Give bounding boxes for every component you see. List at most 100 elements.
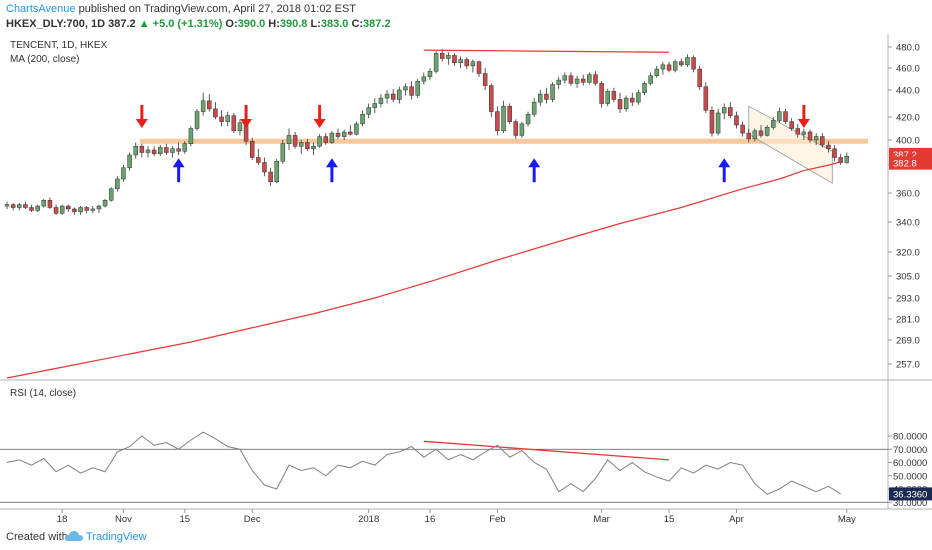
price-tick-label: 293.0 <box>896 294 920 305</box>
candle-body <box>41 200 47 207</box>
time-tick-label: 15 <box>664 514 675 524</box>
candle-body <box>593 74 598 84</box>
candle-body <box>397 89 402 100</box>
candle-body <box>145 149 151 153</box>
candle <box>415 79 420 99</box>
candle-body <box>403 86 408 91</box>
candle-body <box>482 73 488 86</box>
candle <box>826 141 831 153</box>
candle <box>519 121 525 138</box>
candle <box>10 203 16 211</box>
candle-body <box>317 136 322 147</box>
close-value: 387.2 <box>363 18 391 30</box>
candle <box>225 111 230 127</box>
candle-body <box>127 154 132 169</box>
candle <box>568 72 574 86</box>
candle-body <box>390 93 396 100</box>
candle-body <box>23 204 28 208</box>
price-change: ▲ +5.0 (+1.31%) <box>138 18 223 30</box>
candle <box>758 125 764 138</box>
time-axis[interactable]: 18 Nov 15 Dec 2018 16 Feb Mar 15 Apr May <box>57 509 856 524</box>
rsi-value-tag-text: 36.3360 <box>893 489 927 500</box>
channel-fill <box>748 105 833 184</box>
arrow-shaft <box>802 105 806 121</box>
candle <box>59 204 65 215</box>
published-text: published on TradingView.com, April 27, … <box>78 3 357 15</box>
candle-body <box>801 131 807 135</box>
price-pane[interactable] <box>0 34 888 379</box>
candle <box>341 129 347 140</box>
candle <box>795 123 801 138</box>
candle <box>525 111 531 127</box>
arrow-shaft <box>532 166 536 183</box>
time-tick-label: 15 <box>179 514 190 524</box>
candle-body <box>176 148 181 152</box>
candle-body <box>158 147 163 154</box>
candle-body <box>648 75 653 84</box>
candle-body <box>409 86 414 96</box>
candle-body <box>10 204 16 208</box>
candle <box>188 126 194 147</box>
candle <box>96 204 102 214</box>
candle-body <box>433 53 439 72</box>
high-label: H: <box>268 18 280 30</box>
candle-body <box>366 107 371 115</box>
candle <box>66 204 71 212</box>
candle-body <box>574 78 580 84</box>
price-tick-label: 305.0 <box>896 272 920 283</box>
candle-body <box>427 71 433 78</box>
chart-canvas[interactable]: 257.0 269.0 281.0 293.0 305.0 320.0 340.0 360.0… <box>0 34 932 524</box>
candle <box>403 83 408 96</box>
candle <box>121 165 126 182</box>
rsi-tick-label: 70.0000 <box>893 445 927 456</box>
candle-body <box>66 205 71 210</box>
candle-body <box>298 142 304 147</box>
candle-body <box>213 108 218 118</box>
candle <box>715 108 721 136</box>
candle <box>329 130 335 144</box>
author-link[interactable]: ChartsAvenue <box>6 3 76 15</box>
candle-body <box>728 107 733 116</box>
candle-body <box>237 122 243 132</box>
price-axis[interactable]: 257.0 269.0 281.0 293.0 305.0 320.0 340.0 360.0… <box>888 43 920 371</box>
candle <box>84 206 89 214</box>
candle-body <box>507 105 512 122</box>
candle <box>470 59 476 73</box>
candle-body <box>666 64 672 71</box>
price-tick-label: 460.0 <box>896 64 920 75</box>
candle-body <box>262 162 267 173</box>
candle <box>164 143 169 155</box>
candle-body <box>519 123 525 136</box>
open-value: 390.0 <box>237 18 266 30</box>
candle-body <box>231 115 237 132</box>
candle-body <box>501 105 506 132</box>
candle-body <box>102 200 108 207</box>
price-tick-label: 340.0 <box>896 218 920 229</box>
candle <box>78 206 83 215</box>
rsi-pane[interactable] <box>0 381 888 509</box>
candle <box>35 204 40 212</box>
ma-value-tag-bg <box>889 156 932 170</box>
arrow-shaft <box>140 105 144 121</box>
candle-body <box>470 61 476 67</box>
candle-body <box>513 121 519 136</box>
candle <box>237 119 243 136</box>
tradingview-brand[interactable]: TradingView <box>86 531 147 543</box>
candle <box>286 128 292 150</box>
candle <box>721 103 727 120</box>
close-label: C: <box>351 18 364 30</box>
candle-body <box>78 207 83 213</box>
candle-body <box>789 121 794 129</box>
candle-body <box>341 131 347 137</box>
rsi-tick-label: 30.0000 <box>893 498 927 509</box>
candle <box>446 52 451 65</box>
candle-body <box>807 131 813 141</box>
candle-body <box>642 83 647 93</box>
candle <box>292 131 298 149</box>
candle <box>219 110 224 127</box>
candle-body <box>826 144 831 149</box>
candle <box>820 133 825 148</box>
candle-body <box>580 78 586 83</box>
low-label: L: <box>310 18 321 30</box>
candle <box>672 59 678 73</box>
